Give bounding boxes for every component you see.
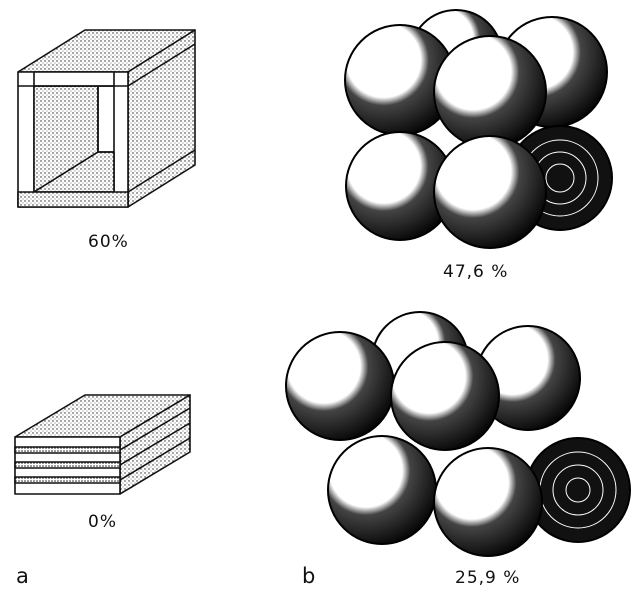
open-box-figure xyxy=(17,29,196,208)
sphere xyxy=(285,331,395,441)
sphere xyxy=(433,135,547,249)
sphere xyxy=(327,435,437,545)
panel-letter-a: a xyxy=(16,564,29,588)
stacked-plates-percent: 0% xyxy=(88,512,117,532)
close-packed-spheres-figure xyxy=(285,311,631,557)
panel-letter-b: b xyxy=(302,564,316,588)
open-box-percent: 60% xyxy=(88,232,129,252)
sphere xyxy=(433,35,547,149)
stacked-plates-figure xyxy=(14,394,191,495)
sphere xyxy=(390,341,500,451)
cubic-spheres-percent: 47,6 % xyxy=(443,262,509,282)
cubic-packed-spheres-figure xyxy=(344,9,613,249)
sphere xyxy=(433,447,543,557)
close-packed-spheres-percent: 25,9 % xyxy=(455,568,521,588)
